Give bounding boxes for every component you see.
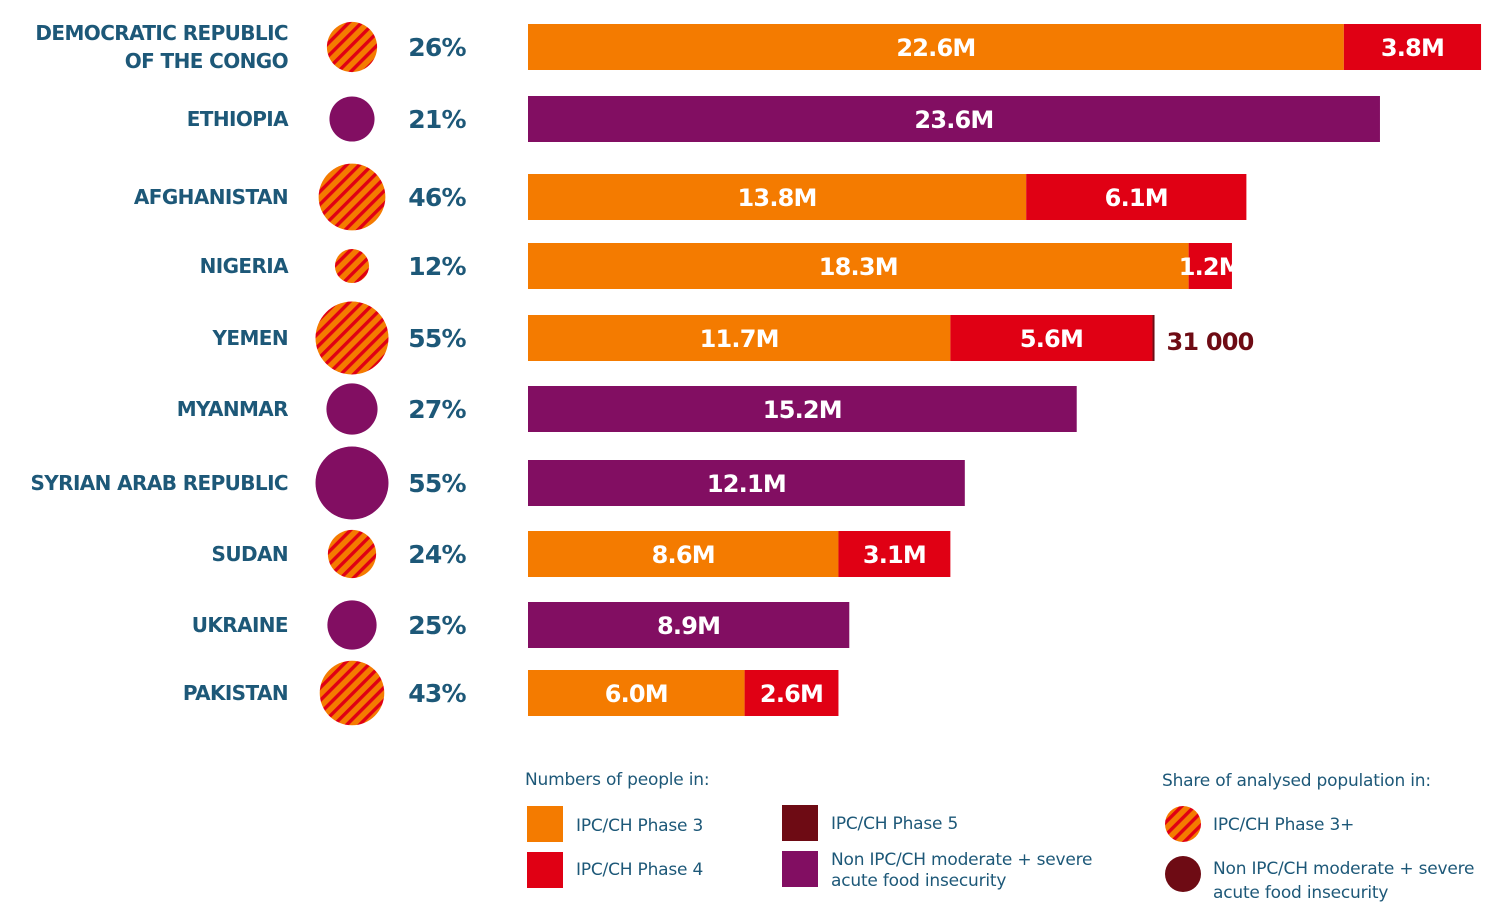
legend-swatch-phase3 bbox=[527, 806, 563, 842]
bar-phase3-yemen bbox=[528, 315, 951, 361]
bar-label-phase4-afghanistan: 6.1M bbox=[1105, 184, 1168, 212]
legend-label-phase3: IPC/CH Phase 3 bbox=[576, 816, 703, 836]
country-label-democratic-republic-of-the-congo-line2: OF THE CONGO bbox=[125, 49, 288, 73]
country-label-afghanistan: AFGHANISTAN bbox=[134, 185, 288, 209]
bar-phase5-yemen bbox=[1152, 315, 1155, 361]
bar-phase3-sudan bbox=[528, 531, 839, 577]
share-circle-yemen bbox=[315, 301, 389, 375]
share-label-ethiopia: 21% bbox=[408, 105, 466, 134]
bar-phase3-nigeria bbox=[528, 243, 1189, 289]
country-label-democratic-republic-of-the-congo-line1: DEMOCRATIC REPUBLIC bbox=[35, 21, 288, 45]
legend-label-non-ipc-line2: acute food insecurity bbox=[831, 871, 1006, 891]
bar-label-phase4-pakistan: 2.6M bbox=[760, 680, 823, 708]
bar-label-phase3-afghanistan: 13.8M bbox=[738, 184, 817, 212]
bar-label-phase3-sudan: 8.6M bbox=[652, 541, 715, 569]
bar-phase4-afghanistan bbox=[1026, 174, 1247, 220]
country-label-yemen: YEMEN bbox=[212, 326, 288, 350]
country-label-pakistan: PAKISTAN bbox=[183, 681, 288, 705]
chart-rows: DEMOCRATIC REPUBLIC OF THE CONGO 26% 22.6M 3… bbox=[30, 21, 1482, 726]
bar-phase4-sudan bbox=[838, 531, 951, 577]
legend-share-non-ipc-circle bbox=[1165, 856, 1201, 892]
legend-share-phase3plus-label: IPC/CH Phase 3+ bbox=[1213, 815, 1354, 835]
legend-share-title: Share of analysed population in: bbox=[1162, 771, 1431, 791]
bar-phase4-democratic-republic-of-the-congo bbox=[1343, 24, 1482, 70]
share-circle-nigeria bbox=[334, 248, 370, 284]
bar-label-non_ipc-ukraine: 8.9M bbox=[657, 612, 720, 640]
share-label-myanmar: 27% bbox=[408, 395, 466, 424]
bar-label-phase3-democratic-republic-of-the-congo: 22.6M bbox=[896, 34, 975, 62]
legend-swatch-non-ipc bbox=[782, 851, 818, 887]
legend-share-non-ipc-line1: Non IPC/CH moderate + severe bbox=[1213, 859, 1474, 879]
country-label-sudan: SUDAN bbox=[212, 542, 288, 566]
bar-phase4-yemen bbox=[950, 315, 1153, 361]
bar-label-phase5-yemen: 31 000 bbox=[1167, 328, 1254, 356]
bar-label-non_ipc-myanmar: 15.2M bbox=[763, 396, 842, 424]
bar-label-phase4-nigeria: 1.2M bbox=[1179, 253, 1242, 281]
country-label-ethiopia: ETHIOPIA bbox=[187, 107, 289, 131]
share-label-pakistan: 43% bbox=[408, 679, 466, 708]
bar-label-non_ipc-syrian-arab-republic: 12.1M bbox=[707, 470, 786, 498]
legend-swatch-phase5 bbox=[782, 805, 818, 841]
bar-phase3-democratic-republic-of-the-congo bbox=[528, 24, 1344, 70]
bar-phase3-afghanistan bbox=[528, 174, 1027, 220]
bar-label-phase4-yemen: 5.6M bbox=[1020, 325, 1083, 353]
share-label-sudan: 24% bbox=[408, 540, 466, 569]
bar-non_ipc-myanmar bbox=[528, 386, 1077, 432]
legend-label-phase5: IPC/CH Phase 5 bbox=[831, 814, 958, 834]
bar-phase3-pakistan bbox=[528, 670, 745, 716]
legend-swatch-phase4 bbox=[527, 852, 563, 888]
bar-non_ipc-syrian-arab-republic bbox=[528, 460, 965, 506]
legend-share-non-ipc-line2: acute food insecurity bbox=[1213, 883, 1388, 903]
bar-non_ipc-ethiopia bbox=[528, 96, 1380, 142]
share-label-syrian-arab-republic: 55% bbox=[408, 469, 466, 498]
bar-label-phase3-nigeria: 18.3M bbox=[819, 253, 898, 281]
share-label-ukraine: 25% bbox=[408, 611, 466, 640]
country-label-syrian-arab-republic: SYRIAN ARAB REPUBLIC bbox=[30, 471, 288, 495]
country-label-myanmar: MYANMAR bbox=[177, 397, 288, 421]
share-circle-sudan bbox=[327, 529, 377, 579]
legend-label-phase4: IPC/CH Phase 4 bbox=[576, 860, 703, 880]
share-circle-syrian-arab-republic bbox=[315, 446, 389, 520]
country-label-ukraine: UKRAINE bbox=[192, 613, 288, 637]
bar-phase4-nigeria bbox=[1188, 243, 1232, 289]
share-circle-myanmar bbox=[326, 383, 378, 435]
bar-label-phase3-pakistan: 6.0M bbox=[605, 680, 668, 708]
bar-label-phase4-democratic-republic-of-the-congo: 3.8M bbox=[1381, 34, 1444, 62]
legend-numbers-title: Numbers of people in: bbox=[525, 770, 709, 790]
bar-label-phase4-sudan: 3.1M bbox=[863, 541, 926, 569]
country-label-nigeria: NIGERIA bbox=[200, 254, 289, 278]
share-label-democratic-republic-of-the-congo: 26% bbox=[408, 33, 466, 62]
bar-non_ipc-ukraine bbox=[528, 602, 850, 648]
share-circle-afghanistan bbox=[318, 163, 386, 231]
share-circle-pakistan bbox=[319, 660, 385, 726]
legend-share-phase3plus-circle bbox=[1165, 806, 1201, 842]
share-label-yemen: 55% bbox=[408, 324, 466, 353]
bar-label-non_ipc-ethiopia: 23.6M bbox=[914, 106, 993, 134]
share-label-nigeria: 12% bbox=[408, 252, 466, 281]
bar-label-phase3-yemen: 11.7M bbox=[700, 325, 779, 353]
bar-phase4-pakistan bbox=[744, 670, 839, 716]
legend: Numbers of people in: IPC/CH Phase 3 IPC… bbox=[525, 770, 1475, 903]
legend-label-non-ipc-line1: Non IPC/CH moderate + severe bbox=[831, 850, 1092, 870]
share-circle-ethiopia bbox=[329, 96, 375, 142]
share-label-afghanistan: 46% bbox=[408, 183, 466, 212]
share-circle-democratic-republic-of-the-congo bbox=[326, 21, 378, 73]
share-circle-ukraine bbox=[327, 600, 377, 650]
